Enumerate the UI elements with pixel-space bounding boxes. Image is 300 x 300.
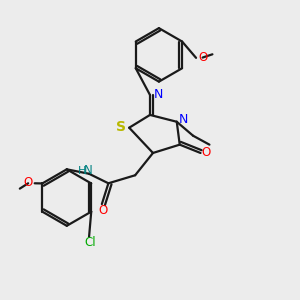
Text: O: O: [23, 176, 32, 189]
Text: S: S: [116, 120, 126, 134]
Text: Cl: Cl: [84, 236, 96, 249]
Text: O: O: [198, 51, 208, 64]
Text: H: H: [78, 166, 87, 176]
Text: N: N: [154, 88, 164, 101]
Text: N: N: [179, 113, 189, 126]
Text: O: O: [99, 203, 108, 217]
Text: N: N: [84, 164, 93, 177]
Text: O: O: [201, 146, 211, 160]
